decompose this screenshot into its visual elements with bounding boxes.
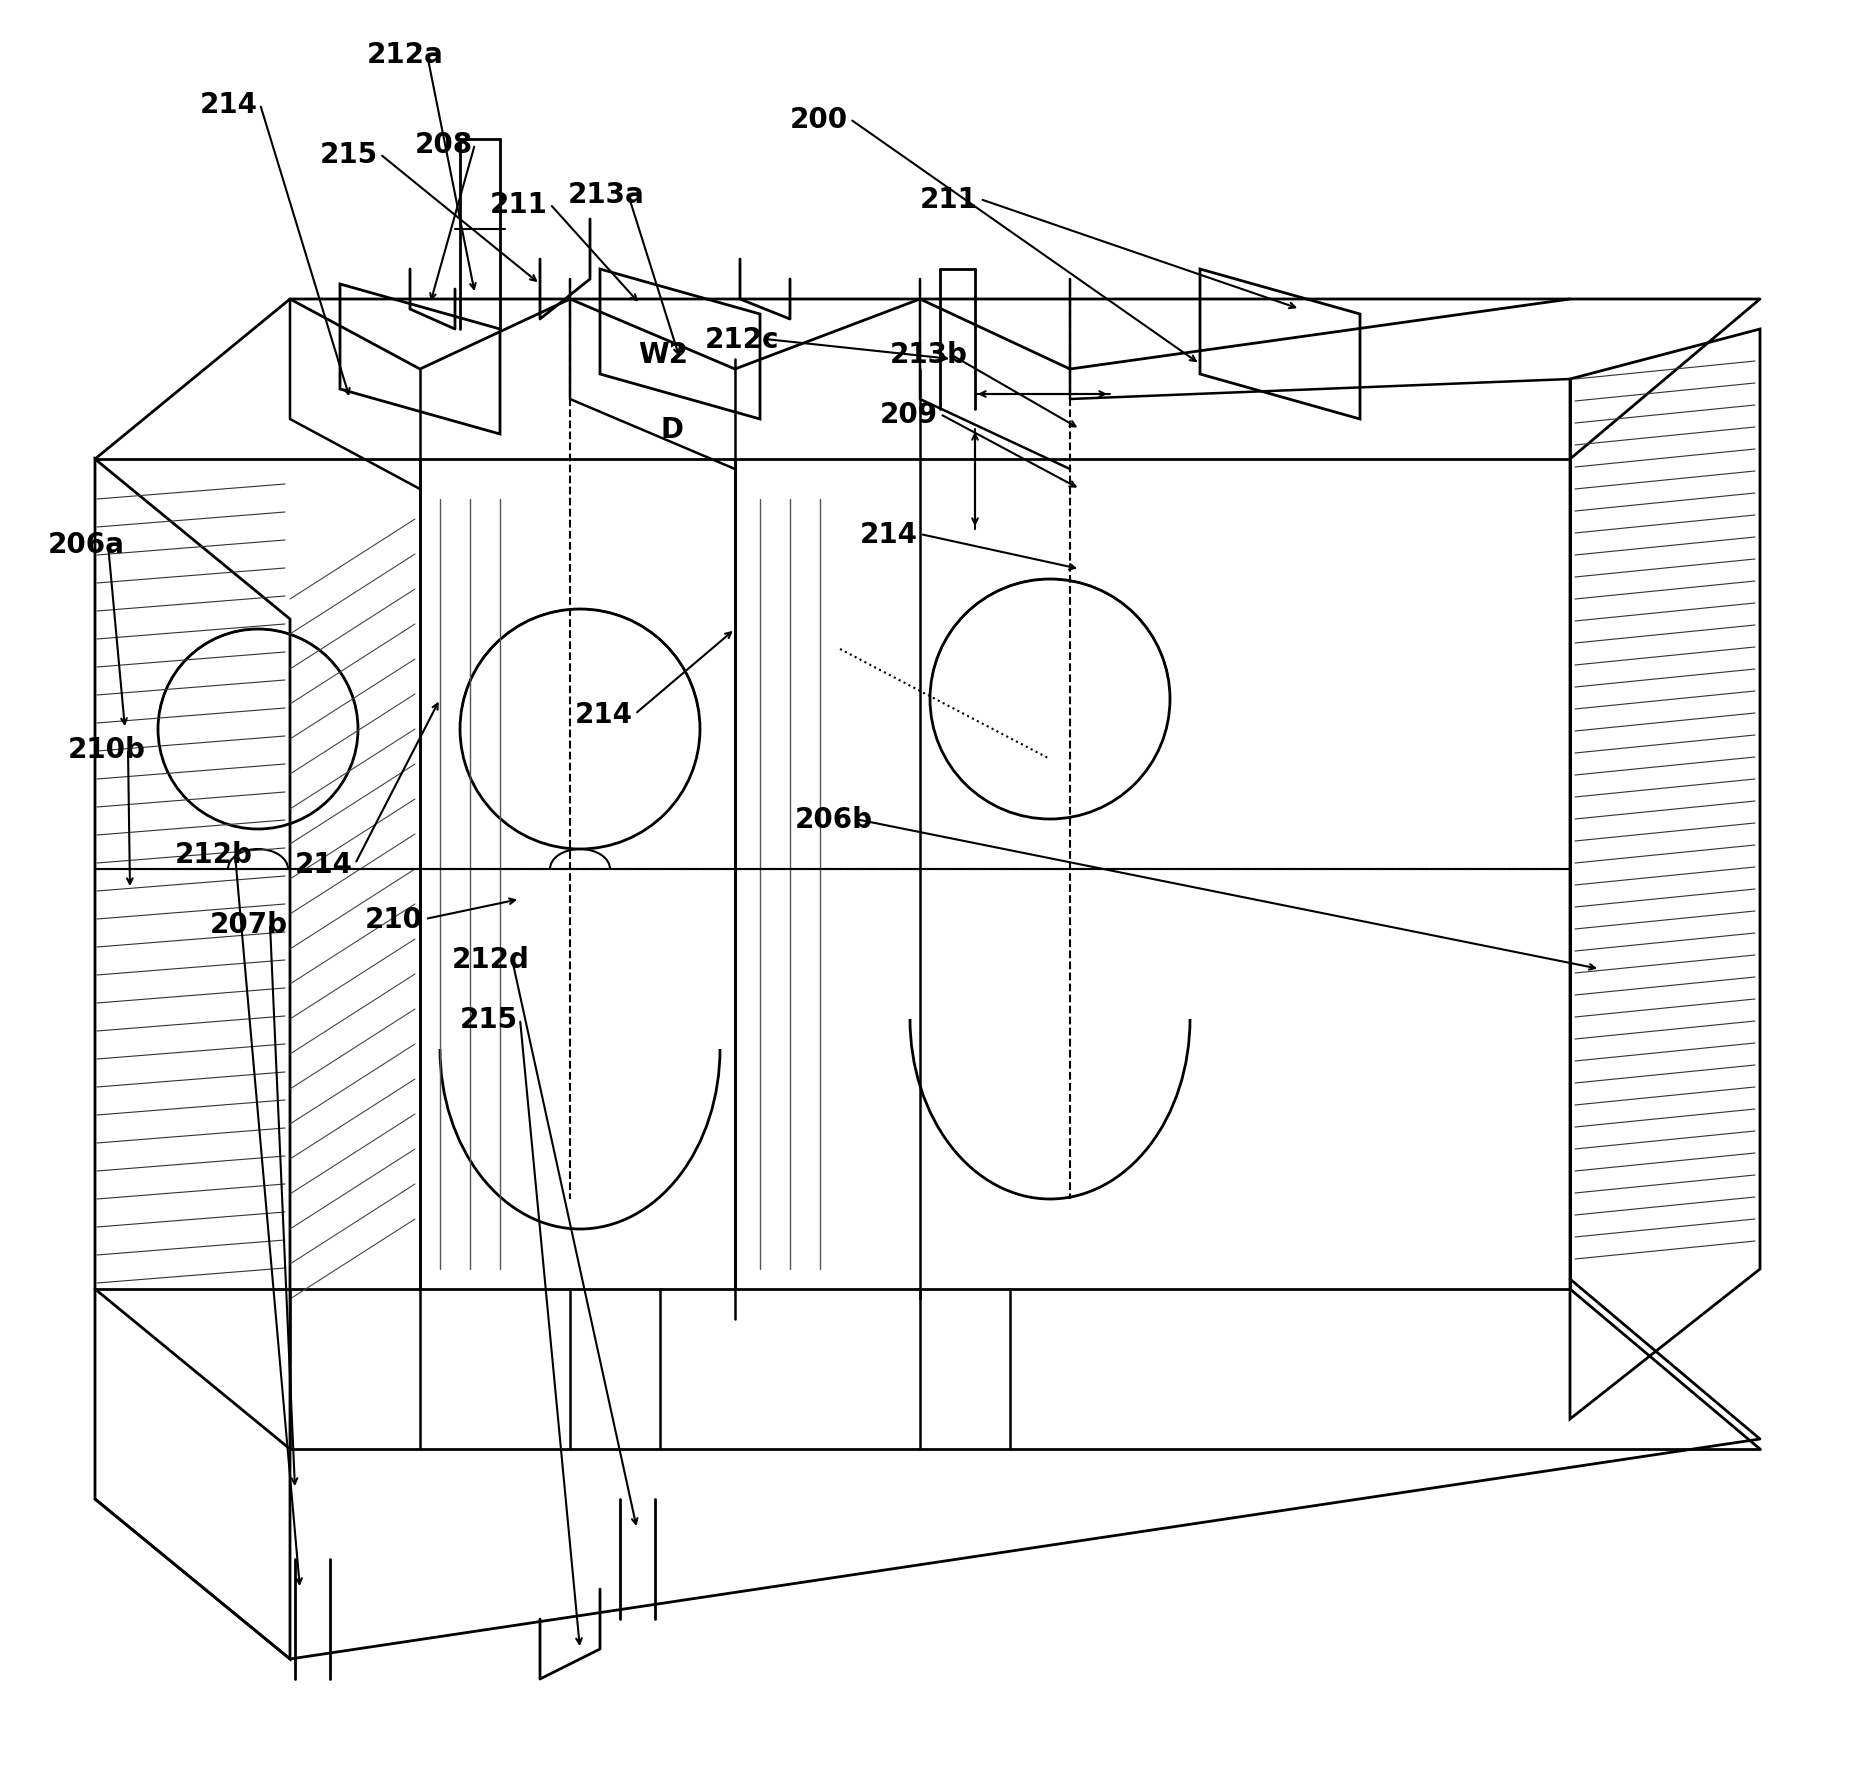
Text: 213a: 213a — [569, 181, 645, 209]
Text: 210: 210 — [365, 906, 423, 933]
Text: 212c: 212c — [705, 326, 779, 355]
Text: 210b: 210b — [67, 736, 145, 764]
Text: W2: W2 — [637, 340, 688, 369]
Text: 211: 211 — [490, 191, 548, 218]
Text: 206b: 206b — [796, 805, 872, 833]
Text: 207b: 207b — [211, 911, 289, 938]
Text: 212d: 212d — [451, 945, 529, 973]
Text: 209: 209 — [880, 401, 938, 429]
Text: 212a: 212a — [367, 41, 444, 69]
Text: 214: 214 — [295, 851, 352, 878]
Text: 214: 214 — [199, 90, 257, 119]
Text: 200: 200 — [790, 106, 848, 135]
Text: 215: 215 — [321, 140, 378, 168]
Text: 212b: 212b — [175, 840, 254, 869]
Text: 208: 208 — [416, 131, 473, 160]
Text: 211: 211 — [921, 186, 979, 215]
Text: 215: 215 — [460, 1005, 518, 1034]
Text: 214: 214 — [574, 700, 634, 729]
Text: 214: 214 — [859, 521, 917, 548]
Text: D: D — [660, 415, 682, 443]
Text: 213b: 213b — [889, 340, 967, 369]
Text: 206a: 206a — [48, 530, 125, 558]
